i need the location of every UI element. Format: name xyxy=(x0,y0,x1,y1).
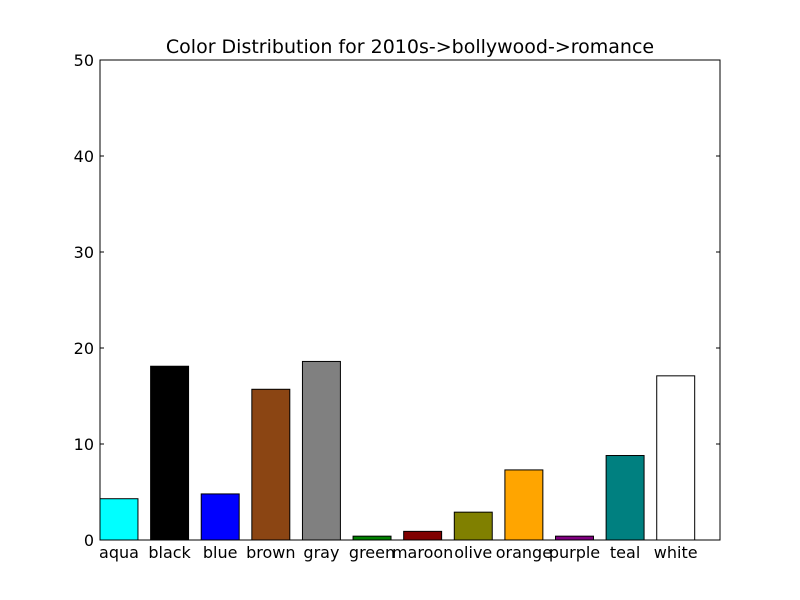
y-tick-label: 30 xyxy=(74,243,94,262)
y-tick-label: 20 xyxy=(74,339,94,358)
chart-title: Color Distribution for 2010s->bollywood-… xyxy=(166,36,654,58)
x-tick-label-teal: teal xyxy=(610,543,640,562)
x-tick-label-green: green xyxy=(349,543,395,562)
x-tick-label-blue: blue xyxy=(203,543,238,562)
x-tick-label-gray: gray xyxy=(303,543,339,562)
x-tick-label-orange: orange xyxy=(496,543,552,562)
y-tick-label: 0 xyxy=(84,531,94,550)
y-tick-label: 50 xyxy=(74,51,94,70)
x-tick-label-aqua: aqua xyxy=(99,543,139,562)
x-tick-label-brown: brown xyxy=(246,543,295,562)
bar-brown xyxy=(251,388,291,541)
bar-green xyxy=(352,535,392,541)
bar-orange xyxy=(504,469,544,541)
x-tick-label-olive: olive xyxy=(454,543,492,562)
bar-teal xyxy=(605,455,645,541)
x-tick-label-maroon: maroon xyxy=(392,543,453,562)
bars-group xyxy=(99,360,696,541)
bar-blue xyxy=(200,493,240,541)
bar-purple xyxy=(555,535,594,541)
bar-gray xyxy=(301,360,341,541)
bar-maroon xyxy=(403,530,443,541)
bar-aqua xyxy=(99,498,139,541)
bar-olive xyxy=(453,511,493,541)
plot-frame xyxy=(99,59,721,541)
x-tick-label-purple: purple xyxy=(549,543,600,562)
x-tick-label-black: black xyxy=(148,543,191,562)
bar-black xyxy=(150,365,190,541)
y-tick-label: 10 xyxy=(74,435,94,454)
bar-white xyxy=(656,375,696,541)
y-tick-label: 40 xyxy=(74,147,94,166)
x-tick-label-white: white xyxy=(654,543,698,562)
y-axis: 0 10 20 30 40 50 xyxy=(74,51,720,550)
